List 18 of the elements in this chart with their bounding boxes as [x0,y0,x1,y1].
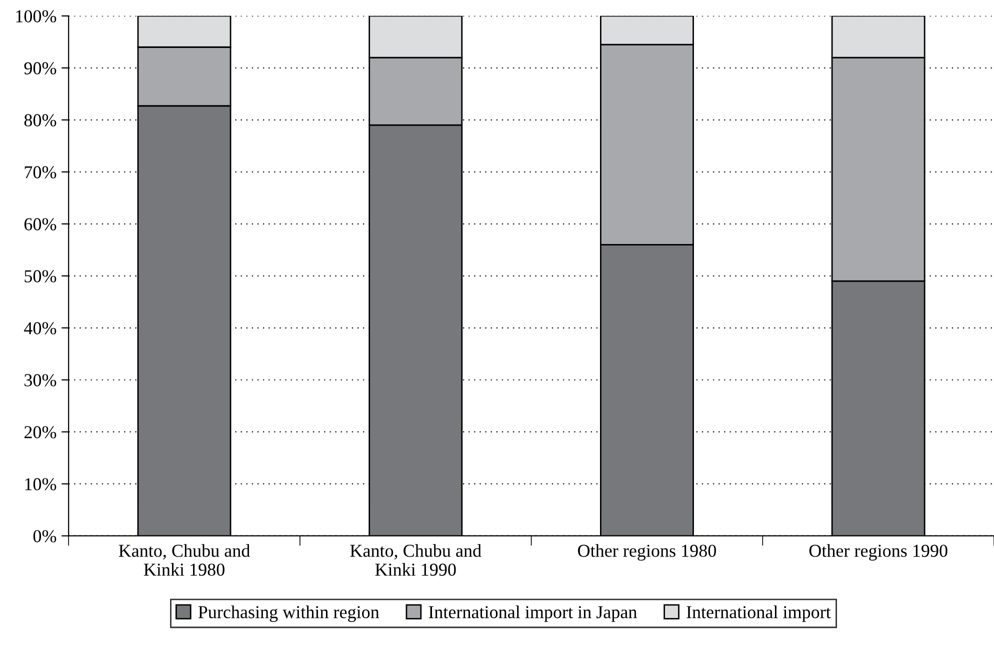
x-tick-label: Kanto, Chubu and Kinki 1990 [350,544,482,576]
y-tick-label: 20% [24,426,56,438]
y-tick-label: 80% [24,114,56,126]
x-tick-label: Kanto, Chubu and Kinki 1980 [118,544,250,576]
y-tick-label: 10% [25,478,56,490]
y-tick-label: 50% [24,270,56,282]
x-tick-label: Other regions 1980 [578,544,716,561]
y-tick-label: 60% [24,218,56,230]
y-tick-label: 70% [24,166,56,178]
legend-label: Purchasing within region [198,606,380,622]
y-tick-label: 30% [24,374,56,386]
legend-label: International import in Japan [428,606,637,622]
legend-label: International import [686,606,831,622]
y-tick-label: 100% [16,10,56,22]
x-tick-label: Other regions 1990 [809,544,948,561]
y-tick-label: 40% [24,322,56,334]
y-tick-label: 0% [33,530,56,542]
y-tick-label: 90% [24,62,56,74]
